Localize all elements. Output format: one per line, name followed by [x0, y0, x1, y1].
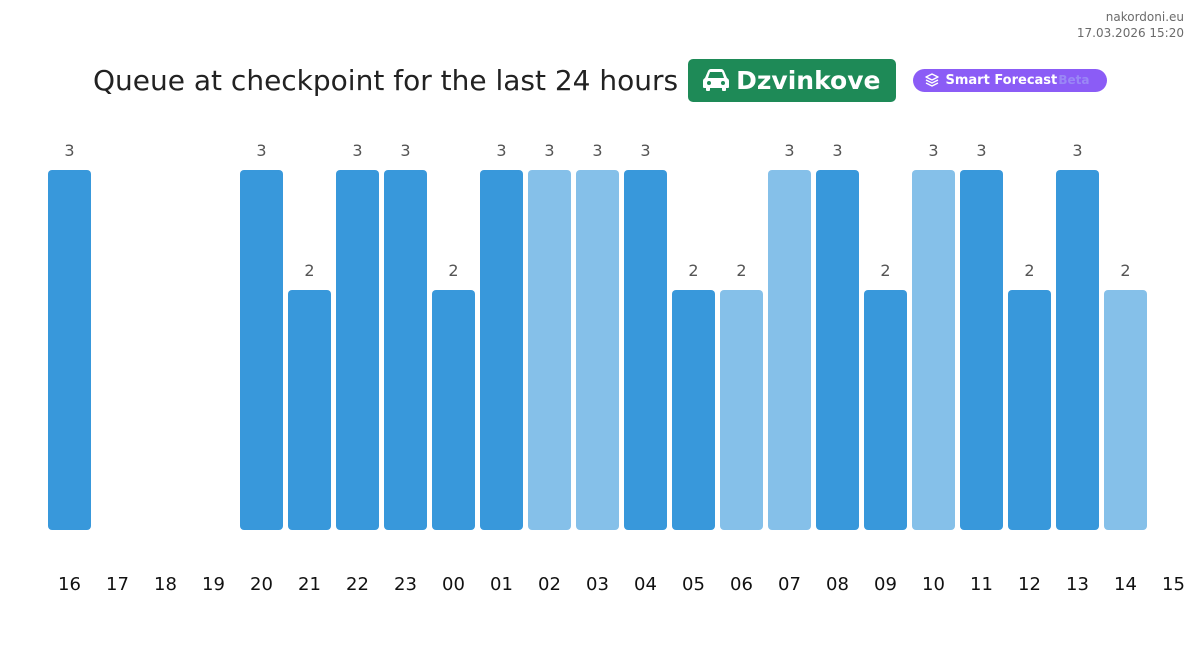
- data-label-22: 3: [352, 141, 362, 160]
- x-tick-label-22: 22: [346, 574, 369, 595]
- x-tick-label-21: 21: [298, 574, 321, 595]
- data-label-12: 2: [1024, 261, 1034, 280]
- site-info: nakordoni.eu 17.03.2026 15:20: [1077, 9, 1184, 41]
- data-label-01: 3: [496, 141, 506, 160]
- x-tick-label-06: 06: [730, 574, 753, 595]
- data-label-07: 3: [784, 141, 794, 160]
- checkpoint-name: Dzvinkove: [736, 65, 881, 95]
- data-label-23: 3: [400, 141, 410, 160]
- data-label-02: 3: [544, 141, 554, 160]
- bar-12: [1008, 290, 1051, 530]
- timestamp: 17.03.2026 15:20: [1076, 26, 1184, 40]
- data-label-16: 3: [64, 141, 74, 160]
- bar-13: [1056, 170, 1099, 530]
- x-tick-label-03: 03: [586, 574, 609, 595]
- x-tick-label-01: 01: [490, 574, 513, 595]
- x-tick-label-02: 02: [538, 574, 561, 595]
- x-tick-label-16: 16: [58, 574, 81, 595]
- x-tick-label-04: 04: [634, 574, 657, 595]
- checkpoint-badge[interactable]: Dzvinkove: [688, 58, 897, 102]
- x-tick-label-23: 23: [394, 574, 417, 595]
- bar-14: [1104, 290, 1147, 530]
- data-label-04: 3: [640, 141, 650, 160]
- site-domain: nakordoni.eu: [1105, 10, 1184, 24]
- data-label-09: 2: [880, 261, 890, 280]
- x-tick-label-15: 15: [1162, 574, 1185, 595]
- bar-11: [960, 170, 1003, 530]
- bar-21: [288, 290, 331, 530]
- x-tick-label-07: 07: [778, 574, 801, 595]
- bar-07: [768, 170, 811, 530]
- data-label-06: 2: [736, 261, 746, 280]
- bar-16: [48, 170, 91, 530]
- data-label-14: 2: [1120, 261, 1130, 280]
- bar-09: [864, 290, 907, 530]
- bar-20: [240, 170, 283, 530]
- bar-01: [480, 170, 523, 530]
- data-label-08: 3: [832, 141, 842, 160]
- bar-04: [624, 170, 667, 530]
- data-label-20: 3: [256, 141, 266, 160]
- x-tick-label-05: 05: [682, 574, 705, 595]
- beta-tag: Beta: [1058, 73, 1090, 87]
- data-label-10: 3: [928, 141, 938, 160]
- x-tick-label-19: 19: [202, 574, 225, 595]
- bar-03: [576, 170, 619, 530]
- x-tick-label-13: 13: [1066, 574, 1089, 595]
- x-tick-label-14: 14: [1114, 574, 1137, 595]
- x-tick-label-17: 17: [106, 574, 129, 595]
- forecast-label: Smart Forecast: [945, 72, 1058, 88]
- x-tick-label-08: 08: [826, 574, 849, 595]
- bar-23: [384, 170, 427, 530]
- bar-10: [912, 170, 955, 530]
- chart-header: Queue at checkpoint for the last 24 hour…: [93, 58, 1108, 102]
- x-tick-label-09: 09: [874, 574, 897, 595]
- bar-06: [720, 290, 763, 530]
- x-tick-label-18: 18: [154, 574, 177, 595]
- x-tick-label-11: 11: [970, 574, 993, 595]
- x-tick-label-10: 10: [922, 574, 945, 595]
- data-label-05: 2: [688, 261, 698, 280]
- bar-02: [528, 170, 571, 530]
- bar-05: [672, 290, 715, 530]
- smart-forecast-button[interactable]: Smart Forecast Beta: [913, 68, 1108, 92]
- page-title: Queue at checkpoint for the last 24 hour…: [93, 63, 679, 97]
- layers-icon: [925, 73, 940, 87]
- data-label-21: 2: [304, 261, 314, 280]
- bar-22: [336, 170, 379, 530]
- data-label-03: 3: [592, 141, 602, 160]
- data-label-13: 3: [1072, 141, 1082, 160]
- x-tick-label-00: 00: [442, 574, 465, 595]
- data-label-11: 3: [976, 141, 986, 160]
- data-label-00: 2: [448, 261, 458, 280]
- car-icon: [703, 69, 730, 91]
- bar-08: [816, 170, 859, 530]
- x-tick-label-12: 12: [1018, 574, 1041, 595]
- x-tick-label-20: 20: [250, 574, 273, 595]
- bar-00: [432, 290, 475, 530]
